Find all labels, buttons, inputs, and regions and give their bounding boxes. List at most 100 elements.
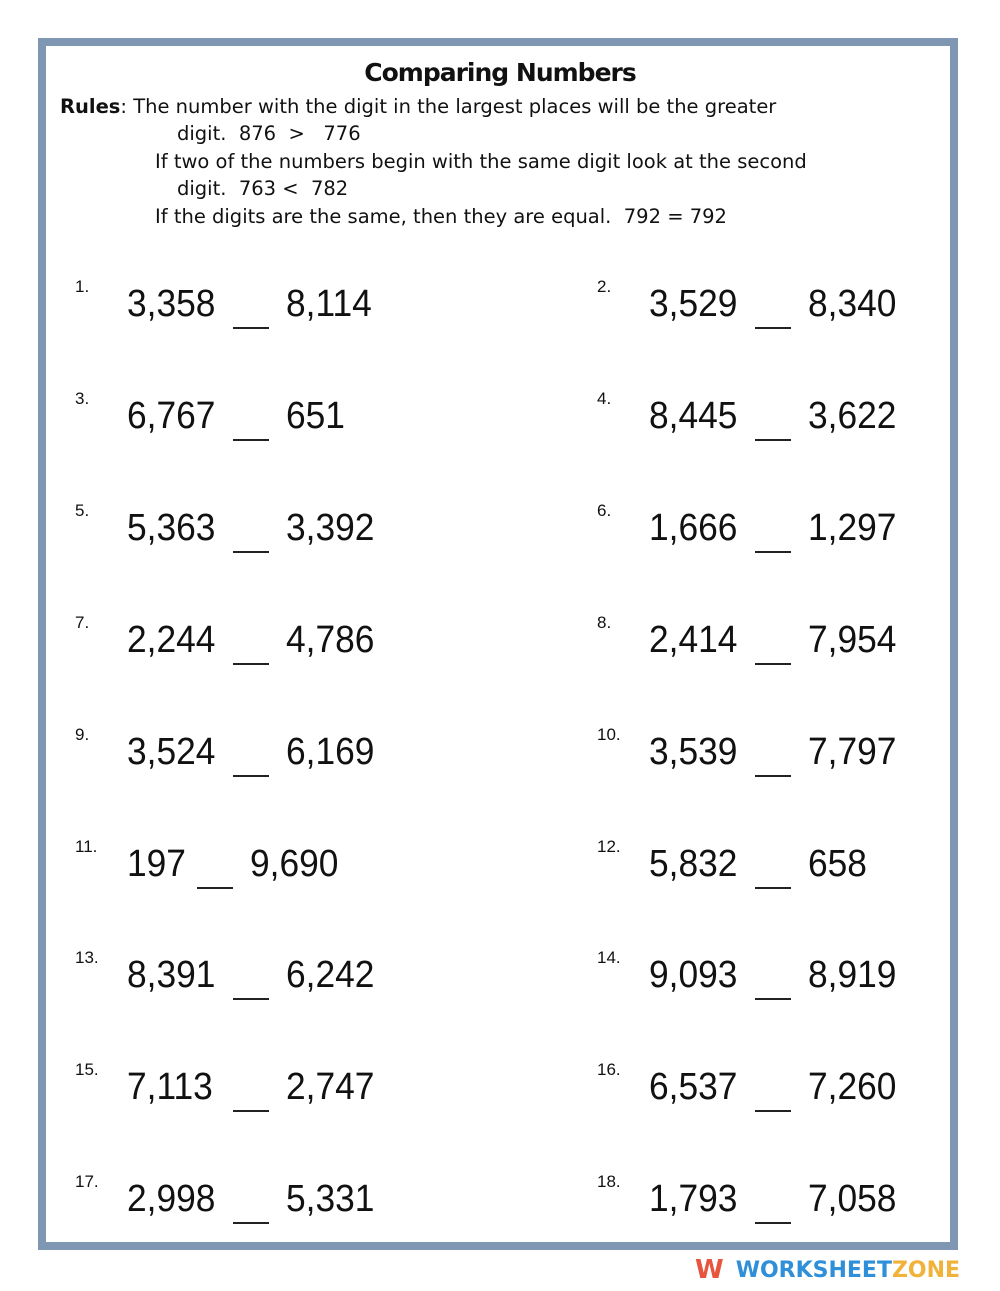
second-number: 7,260: [808, 1066, 897, 1109]
problem-item: 9. 3,524 6,169: [75, 725, 475, 781]
answer-blank[interactable]: [755, 1222, 791, 1225]
second-number: 658: [808, 842, 867, 885]
problem-number: 10.: [597, 724, 621, 744]
answer-blank[interactable]: [755, 550, 791, 553]
answer-blank[interactable]: [233, 1222, 269, 1225]
problem-number: 3.: [75, 388, 90, 408]
answer-blank[interactable]: [233, 327, 269, 329]
problem-item: 5. 5,363 3,392: [75, 501, 475, 557]
answer-blank[interactable]: [233, 550, 269, 553]
problem-number: 8.: [597, 612, 612, 632]
rule-line-3: If two of the numbers begin with the sam…: [155, 150, 807, 173]
problem-number: 7.: [75, 612, 90, 632]
answer-blank[interactable]: [755, 774, 791, 777]
first-number: 9,093: [649, 954, 738, 997]
first-number: 5,363: [127, 506, 216, 549]
problem-item: 16. 6,537 7,260: [597, 1060, 997, 1116]
rule-line-4: digit. 763 < 782: [177, 177, 349, 200]
problem-item: 7. 2,244 4,786: [75, 613, 475, 669]
problem-number: 16.: [597, 1060, 621, 1080]
answer-blank[interactable]: [233, 774, 269, 777]
problem-number: 14.: [597, 948, 621, 968]
first-number: 1,666: [649, 506, 738, 549]
first-number: 3,529: [649, 283, 738, 325]
rule-line-5: If the digits are the same, then they ar…: [155, 205, 727, 228]
answer-blank[interactable]: [755, 998, 791, 1001]
problem-number: 6.: [597, 500, 612, 520]
problem-item: 1. 3,358 8,114: [75, 277, 475, 333]
worksheetzone-logo: W WORKSHEET ZONE: [695, 1255, 960, 1285]
problem-item: 13. 8,391 6,242: [75, 948, 475, 1004]
second-number: 8,114: [286, 283, 372, 325]
rules-label: Rules: [60, 95, 121, 118]
worksheet-frame: [38, 38, 958, 1250]
first-number: 197: [127, 842, 186, 885]
problem-item: 15. 7,113 2,747: [75, 1060, 475, 1116]
second-number: 8,919: [808, 954, 897, 997]
problem-number: 12.: [597, 836, 621, 856]
first-number: 2,998: [127, 1178, 216, 1221]
problem-number: 11.: [75, 836, 98, 856]
answer-blank[interactable]: [233, 998, 269, 1001]
first-number: 8,445: [649, 394, 738, 437]
problem-number: 2.: [597, 277, 612, 296]
first-number: 8,391: [127, 954, 216, 997]
second-number: 9,690: [250, 842, 339, 885]
problem-number: 5.: [75, 500, 90, 520]
answer-blank[interactable]: [233, 662, 269, 665]
problem-number: 4.: [597, 388, 612, 408]
first-number: 3,539: [649, 730, 738, 773]
answer-blank[interactable]: [755, 327, 791, 329]
second-number: 3,392: [286, 506, 375, 549]
answer-blank[interactable]: [197, 886, 233, 889]
second-number: 4,786: [286, 618, 375, 661]
second-number: 1,297: [808, 506, 897, 549]
first-number: 3,358: [127, 283, 216, 325]
problem-item: 14. 9,093 8,919: [597, 948, 997, 1004]
worksheet-title: Comparing Numbers: [364, 58, 636, 87]
rule-line-2: digit. 876 > 776: [177, 122, 361, 145]
second-number: 7,954: [808, 618, 897, 661]
first-number: 6,537: [649, 1066, 738, 1109]
answer-blank[interactable]: [755, 1110, 791, 1113]
problem-item: 18. 1,793 7,058: [597, 1172, 997, 1228]
problem-number: 13.: [75, 948, 99, 968]
first-number: 5,832: [649, 842, 738, 885]
second-number: 8,340: [808, 283, 897, 325]
second-number: 6,169: [286, 730, 375, 773]
answer-blank[interactable]: [233, 1110, 269, 1113]
problem-number: 17.: [75, 1172, 99, 1192]
second-number: 651: [286, 394, 345, 437]
problem-item: 11. 197 9,690: [75, 837, 475, 893]
problem-item: 2. 3,529 8,340: [597, 277, 997, 333]
problem-number: 18.: [597, 1172, 621, 1192]
rule-text-1: : The number with the digit in the large…: [120, 95, 777, 118]
problem-item: 3. 6,767 651: [75, 389, 475, 445]
first-number: 2,244: [127, 618, 216, 661]
logo-text-worksheet: WORKSHEET: [735, 1257, 892, 1283]
second-number: 7,797: [808, 730, 897, 773]
problem-item: 10. 3,539 7,797: [597, 725, 997, 781]
first-number: 1,793: [649, 1178, 738, 1221]
problem-item: 6. 1,666 1,297: [597, 501, 997, 557]
problem-item: 4. 8,445 3,622: [597, 389, 997, 445]
first-number: 7,113: [127, 1066, 213, 1109]
answer-blank[interactable]: [755, 662, 791, 665]
second-number: 3,622: [808, 394, 897, 437]
answer-blank[interactable]: [755, 438, 791, 441]
logo-text-zone: ZONE: [891, 1257, 961, 1283]
problem-item: 12. 5,832 658: [597, 837, 997, 893]
problem-item: 8. 2,414 7,954: [597, 613, 997, 669]
problem-number: 15.: [75, 1060, 99, 1080]
answer-blank[interactable]: [755, 886, 791, 889]
logo-w-icon: W: [695, 1255, 724, 1285]
second-number: 2,747: [286, 1066, 375, 1109]
problem-number: 1.: [75, 277, 90, 296]
first-number: 6,767: [127, 394, 216, 437]
second-number: 6,242: [286, 954, 375, 997]
second-number: 7,058: [808, 1178, 897, 1221]
first-number: 2,414: [649, 618, 738, 661]
problem-item: 17. 2,998 5,331: [75, 1172, 475, 1228]
problem-number: 9.: [75, 724, 90, 744]
answer-blank[interactable]: [233, 438, 269, 441]
